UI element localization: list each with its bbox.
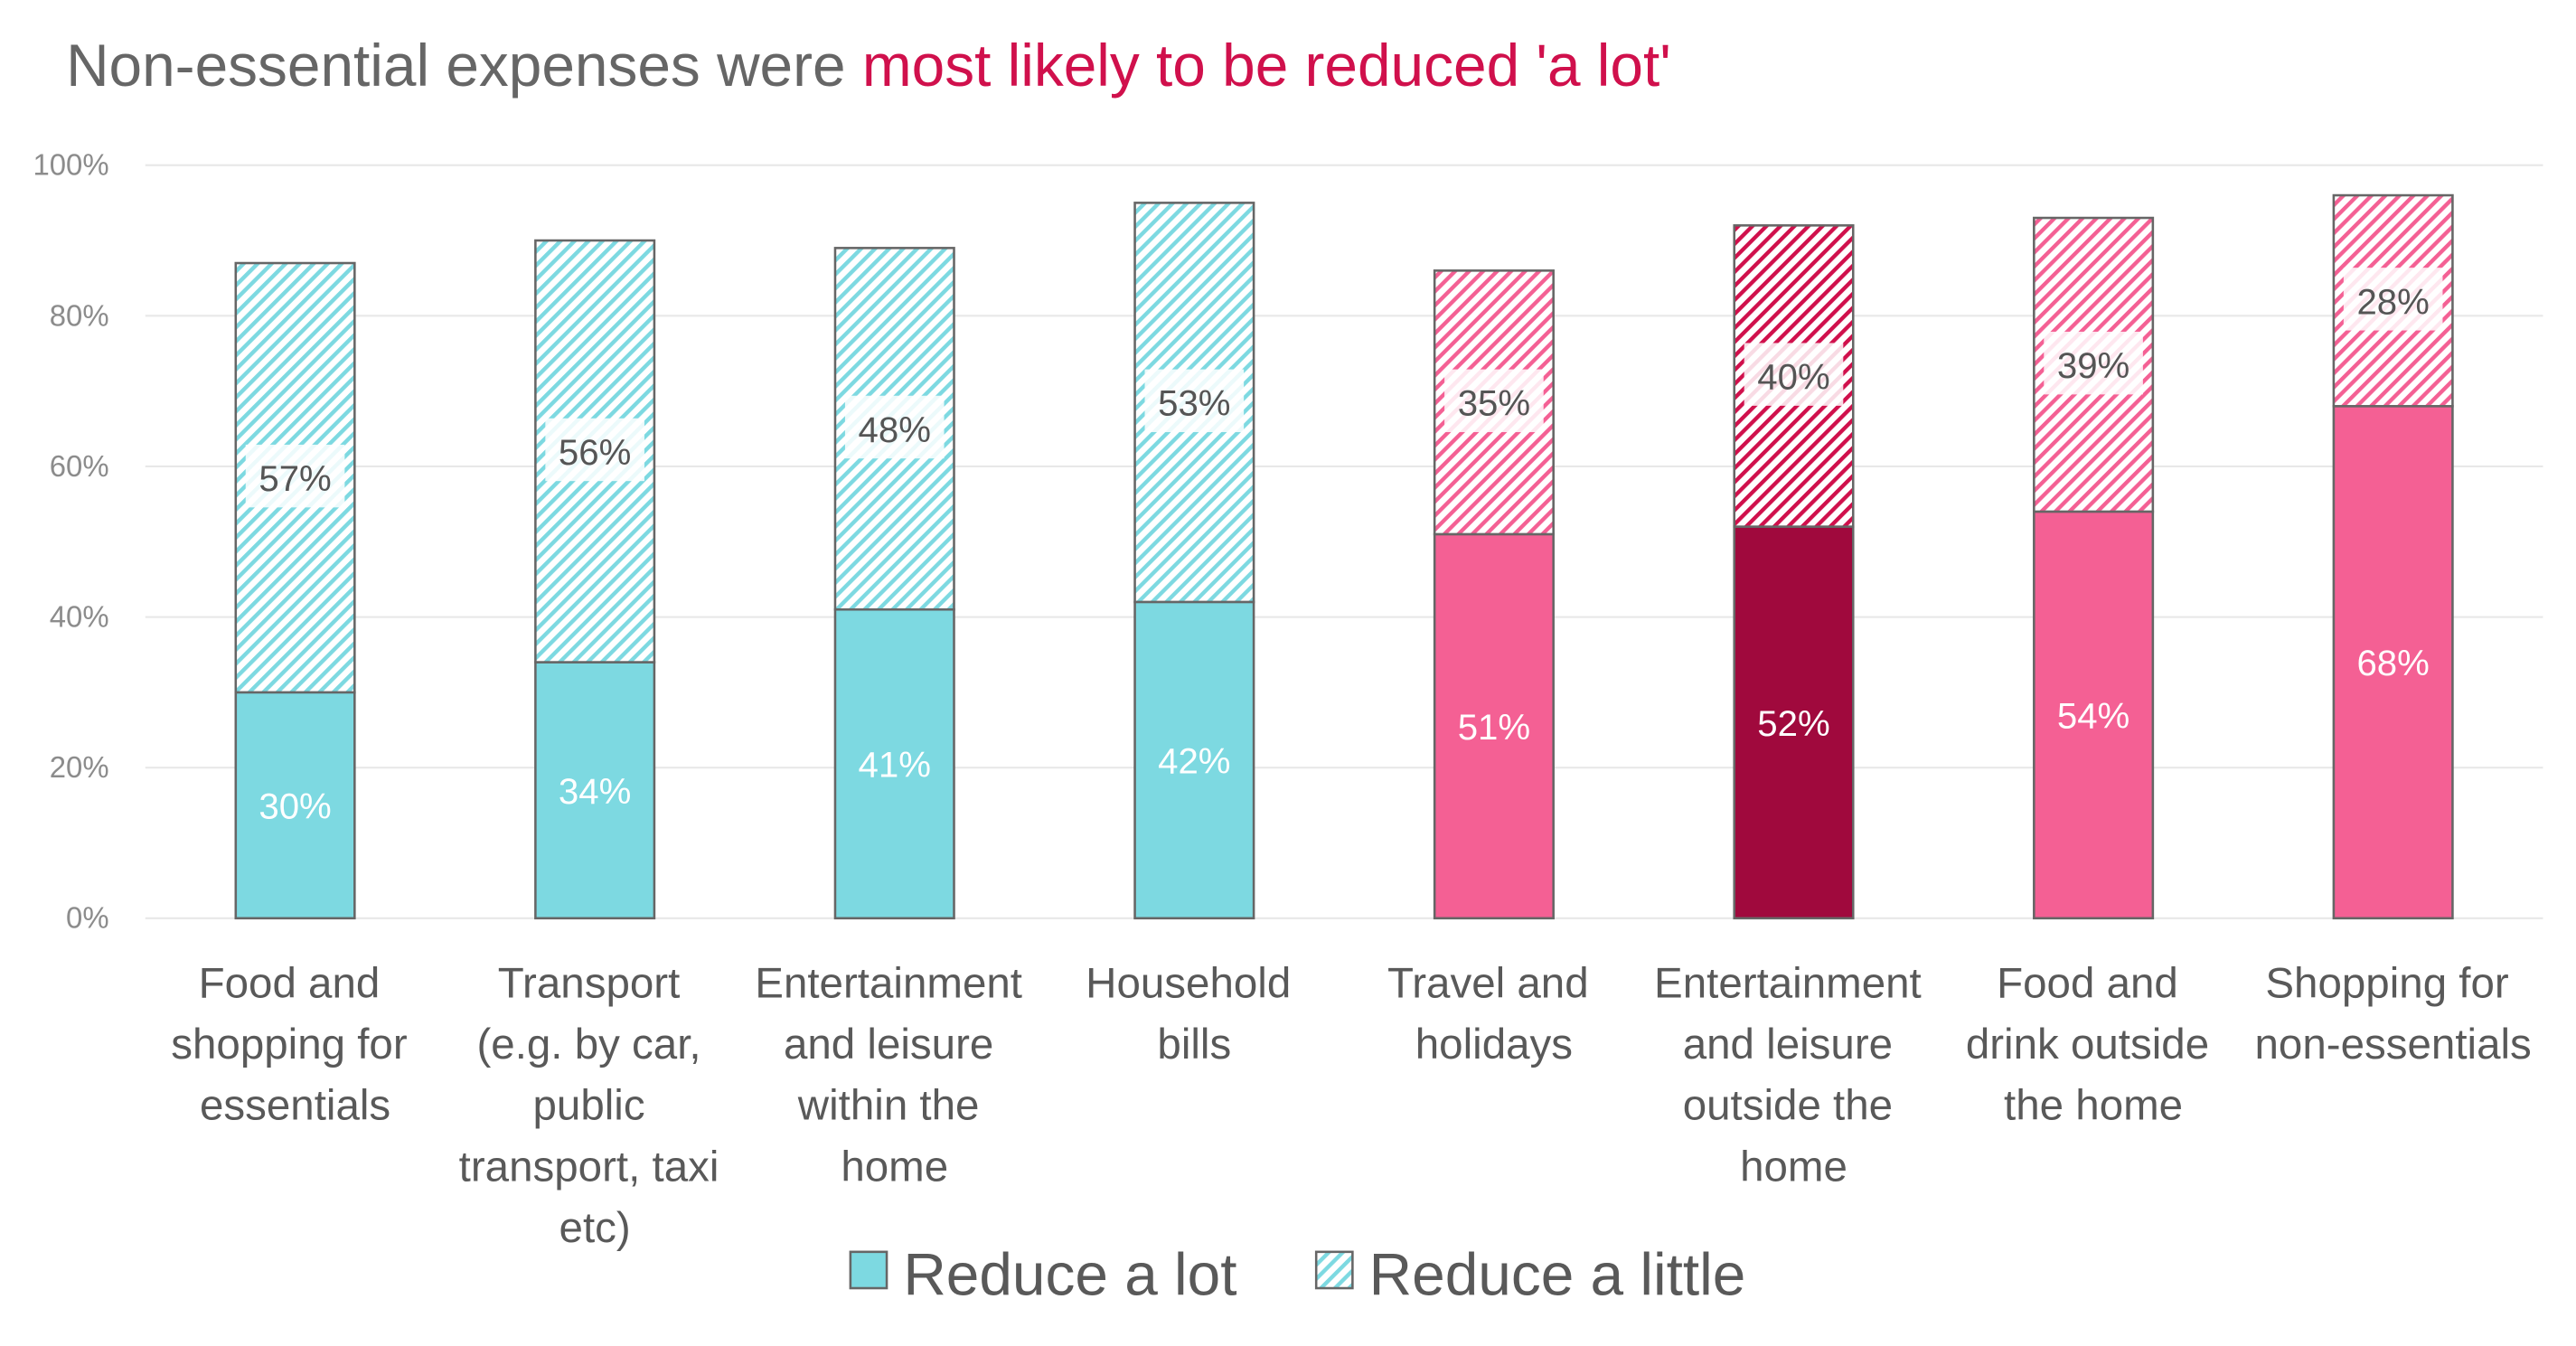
legend-label: Reduce a lot	[903, 1240, 1236, 1307]
label-line: Entertainment	[1654, 959, 1933, 1007]
value-label: 28%	[2356, 281, 2429, 322]
x-tick-label: Food and drink outside the home	[1966, 959, 2222, 1129]
label-line: transport, taxi	[459, 1143, 731, 1191]
label-line: Transport	[498, 959, 692, 1007]
legend-swatch	[1314, 1250, 1354, 1290]
value-label: 34%	[559, 771, 631, 812]
x-tick-label: Household bills	[1086, 959, 1302, 1068]
x-tick-label: Food and shopping for essentials	[171, 959, 419, 1129]
label-line: shopping for	[171, 1021, 419, 1068]
value-label: 57%	[259, 458, 331, 499]
label-line: and leisure	[784, 1021, 1006, 1068]
label-line: Travel and	[1387, 959, 1601, 1007]
label-line: Shopping for	[2265, 959, 2521, 1007]
legend-label: Reduce a little	[1369, 1240, 1746, 1307]
label-line: home	[1740, 1143, 1847, 1191]
x-tick-label: Transport (e.g. by car, public transport…	[459, 959, 731, 1251]
label-line: outside the	[1683, 1082, 1905, 1130]
value-label: 53%	[1158, 383, 1230, 424]
bar-segment	[1433, 532, 1555, 920]
y-tick-label: 60%	[50, 449, 109, 483]
label-line: Household	[1086, 959, 1302, 1007]
label-line: and leisure	[1683, 1021, 1905, 1068]
value-label: 51%	[1458, 707, 1530, 748]
label-line: Food and	[1997, 959, 2190, 1007]
y-tick-label: 0%	[66, 901, 109, 935]
label-box	[2044, 331, 2143, 395]
label-line: Food and	[199, 959, 392, 1007]
chart-title: Non-essential expenses were most likely t…	[66, 32, 1671, 99]
x-tick-label: Shopping for non-essentials	[2255, 959, 2532, 1068]
label-box	[245, 444, 345, 508]
value-label: 48%	[859, 409, 931, 450]
x-tick-label: Travel and holidays	[1387, 959, 1601, 1068]
value-label: 30%	[259, 786, 331, 826]
value-label: 39%	[2057, 345, 2129, 386]
x-tick-label: Entertainment and leisure within the hom…	[755, 959, 1034, 1191]
label-line: Entertainment	[755, 959, 1034, 1007]
title-part: Non-essential expenses were	[66, 32, 846, 99]
label-line: within the	[797, 1082, 992, 1130]
y-tick-label: 20%	[50, 750, 109, 784]
bar-segment	[2033, 510, 2155, 920]
bar-segment	[234, 691, 356, 920]
label-box	[2343, 268, 2443, 331]
y-tick-label: 40%	[50, 600, 109, 634]
label-line: etc)	[559, 1204, 631, 1252]
label-box	[1144, 369, 1245, 433]
x-tick-label: Entertainment and leisure outside the ho…	[1654, 959, 1933, 1191]
value-label: 35%	[1458, 383, 1530, 424]
bar-segment	[2332, 405, 2454, 920]
value-label: 41%	[859, 745, 931, 786]
label-line: the home	[2004, 1082, 2183, 1130]
value-label: 68%	[2356, 643, 2429, 683]
bar-segment	[833, 607, 955, 920]
value-label: 40%	[1757, 357, 1829, 398]
value-label: 42%	[1158, 740, 1230, 781]
label-box	[1744, 343, 1844, 406]
label-box	[1444, 369, 1544, 433]
value-label: 54%	[2057, 695, 2129, 736]
y-tick-label: 80%	[50, 298, 109, 332]
label-line: (e.g. by car,	[476, 1021, 712, 1068]
label-box	[545, 418, 644, 482]
title-highlight: most likely to be reduced 'a lot'	[862, 32, 1671, 99]
y-tick-label: 100%	[33, 148, 108, 182]
label-line: home	[841, 1143, 948, 1191]
label-line: public	[532, 1082, 656, 1130]
label-box	[844, 395, 945, 459]
label-line: drink outside	[1966, 1021, 2222, 1068]
label-line: essentials	[200, 1082, 390, 1130]
label-line: holidays	[1415, 1021, 1573, 1068]
label-line: bills	[1157, 1021, 1231, 1068]
legend-swatch	[849, 1250, 888, 1290]
label-line: non-essentials	[2255, 1021, 2532, 1068]
value-label: 56%	[559, 432, 631, 473]
bar-segment	[534, 661, 656, 920]
value-label: 52%	[1757, 703, 1829, 744]
